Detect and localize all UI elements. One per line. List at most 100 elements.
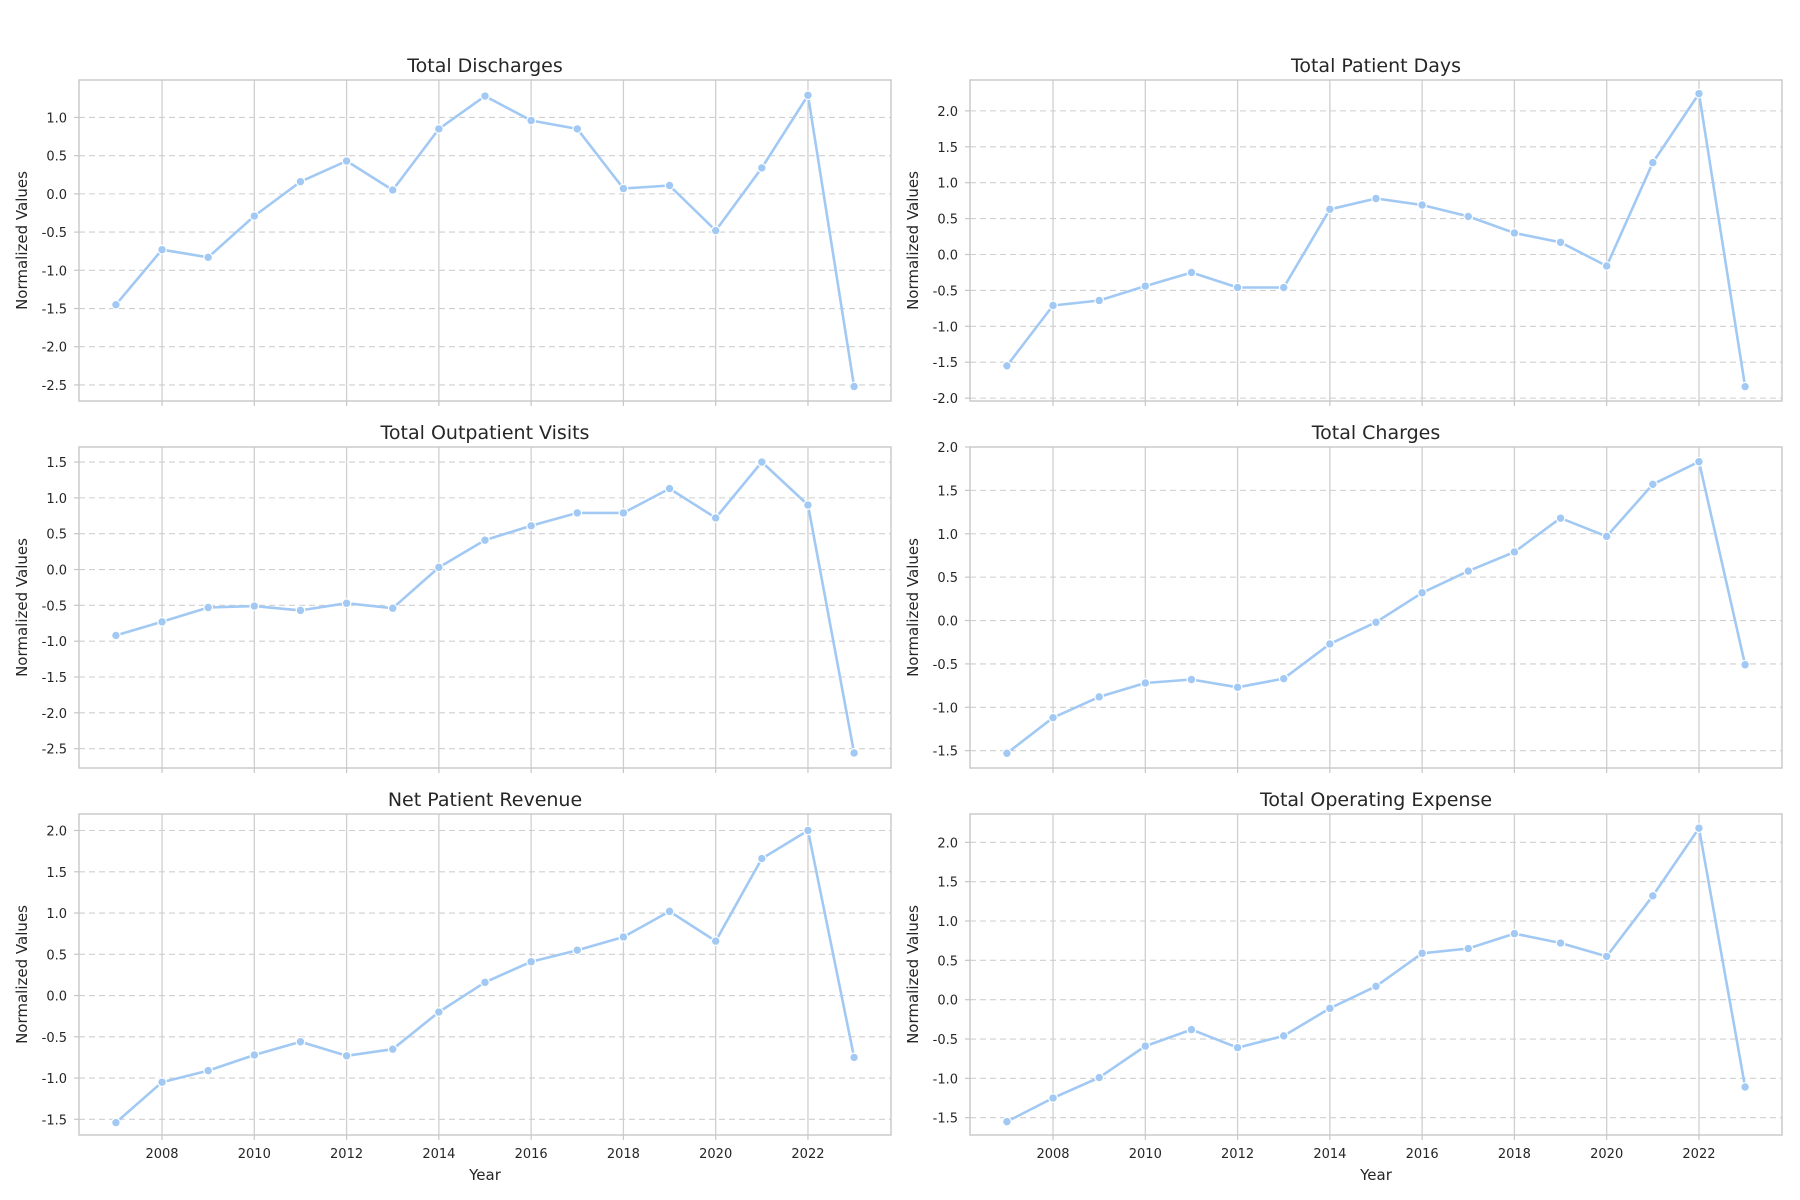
x-tick-label: 2010 [1129, 1147, 1162, 1162]
data-point [803, 825, 813, 836]
y-tick-label: 0.5 [46, 150, 67, 165]
data-point [1417, 200, 1428, 210]
y-tick-label: -2.0 [42, 341, 67, 356]
x-tick-label: 2018 [1498, 1147, 1531, 1162]
y-tick-label: 0.5 [937, 954, 958, 969]
data-point [1463, 566, 1474, 576]
y-tick-label: -1.0 [42, 1072, 67, 1087]
x-tick-label: 2012 [330, 1147, 363, 1162]
data-point [1647, 157, 1658, 168]
y-tick-label: -2.5 [42, 379, 67, 394]
y-tick-label: 0.5 [937, 213, 958, 228]
y-tick-label: 2.0 [937, 105, 958, 120]
plot-frame [78, 79, 892, 402]
data-point [618, 508, 629, 518]
chart-title: Net Patient Revenue [388, 789, 582, 811]
data-point [664, 180, 675, 191]
y-tick-label: 1.0 [46, 907, 67, 922]
y-tick-label: 1.0 [46, 492, 67, 507]
data-point [572, 124, 583, 134]
y-tick-label: -0.5 [42, 226, 67, 241]
data-point [756, 162, 767, 173]
data-point [341, 156, 352, 166]
y-tick-label: 1.5 [937, 876, 958, 891]
data-point [1002, 748, 1012, 759]
data-point [849, 381, 859, 392]
data-point [1555, 237, 1566, 248]
data-point [1186, 674, 1197, 685]
y-tick-label: 1.0 [937, 915, 958, 930]
data-point [1048, 1093, 1058, 1103]
data-point [1694, 456, 1704, 467]
data-point [803, 500, 813, 510]
data-point [756, 457, 767, 467]
data-point [433, 562, 444, 573]
data-point [249, 211, 260, 221]
plot-frame [969, 79, 1783, 402]
series-line [1005, 92, 1747, 388]
plot-frame [78, 446, 892, 769]
data-point [1509, 547, 1520, 557]
y-tick-label: 1.0 [937, 177, 958, 192]
data-point [111, 299, 121, 310]
data-point [1324, 639, 1335, 649]
data-point [803, 90, 813, 101]
data-point [480, 535, 490, 546]
data-point [1417, 587, 1428, 598]
data-point [1463, 211, 1474, 222]
series-line [114, 94, 856, 388]
data-point [1601, 951, 1612, 962]
y-tick-label: 1.5 [937, 484, 958, 499]
data-point [618, 183, 629, 194]
y-tick-label: 0.0 [937, 249, 958, 264]
data-point [526, 115, 537, 126]
data-point [1647, 890, 1658, 901]
y-tick-label: -1.5 [933, 745, 958, 760]
data-point [1186, 267, 1197, 278]
y-tick-label: -1.5 [42, 671, 67, 686]
y-tick-label: -1.5 [42, 303, 67, 318]
x-tick-label: 2010 [238, 1147, 271, 1162]
y-tick-label: 2.0 [46, 825, 67, 840]
data-point [1647, 479, 1658, 490]
data-point [849, 1052, 859, 1063]
x-tick-label: 2012 [1221, 1147, 1254, 1162]
series-line [114, 460, 856, 755]
data-point [1509, 228, 1520, 238]
y-tick-label: 1.5 [46, 866, 67, 881]
y-tick-label: -2.5 [42, 743, 67, 758]
data-point [1278, 1030, 1289, 1041]
data-point [1509, 928, 1520, 939]
data-point [1232, 1042, 1243, 1053]
series-line [1005, 460, 1747, 755]
data-point [1371, 193, 1381, 204]
data-point [203, 1065, 214, 1076]
data-point [341, 1050, 352, 1061]
y-tick-label: -1.0 [933, 320, 958, 335]
chart-panel-4: -1.5 -1.0 -0.5 0.0 0.5 1.0 1.5 2.0 Total Charges… [904, 422, 1783, 773]
plot-frame [969, 446, 1783, 769]
data-point [1740, 381, 1750, 392]
data-point [157, 616, 167, 627]
y-tick-label: -0.5 [933, 284, 958, 299]
plot-frame [78, 813, 892, 1136]
x-tick-label: 2008 [145, 1147, 178, 1162]
y-tick-label: 0.0 [46, 188, 67, 203]
y-tick-label: 2.0 [937, 441, 958, 456]
y-tick-label: 0.5 [46, 948, 67, 963]
y-tick-label: -1.0 [933, 701, 958, 716]
y-tick-label: 0.5 [937, 571, 958, 586]
data-point [249, 601, 260, 611]
x-tick-label: 2008 [1036, 1147, 1069, 1162]
series-line [1005, 826, 1747, 1123]
plot-frame [969, 813, 1783, 1136]
chart-panel-3: -2.5 -2.0 -1.5 -1.0 -0.5 0.0 0.5 1.0 1.5 Total Ou… [13, 422, 892, 773]
y-tick-label: -1.0 [42, 264, 67, 279]
data-point [526, 520, 537, 531]
y-tick-label: -1.5 [933, 1112, 958, 1127]
data-point [1048, 712, 1058, 723]
chart-panel-6: -1.5 -1.0 -0.5 0.0 0.5 1.0 1.5 2.0 2008 2010 2012 2… [904, 789, 1783, 1184]
data-point [1740, 1082, 1750, 1092]
y-axis-label: Normalized Values [904, 171, 922, 310]
